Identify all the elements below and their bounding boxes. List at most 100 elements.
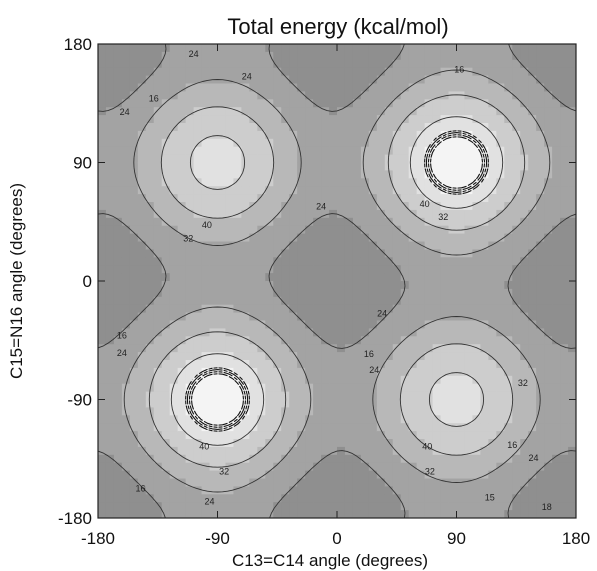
- energy-cell: [432, 375, 442, 385]
- energy-cell: [337, 233, 346, 243]
- energy-cell: [528, 328, 537, 337]
- energy-cell: [392, 225, 402, 235]
- energy-cell: [217, 107, 227, 116]
- energy-cell: [161, 375, 171, 385]
- energy-cell: [488, 328, 497, 337]
- energy-cell: [201, 44, 211, 53]
- energy-cell: [337, 281, 346, 290]
- energy-cell: [121, 257, 131, 266]
- energy-cell: [480, 344, 489, 353]
- energy-cell: [512, 123, 521, 132]
- energy-cell: [249, 138, 258, 148]
- energy-cell: [217, 146, 227, 156]
- energy-cell: [281, 415, 290, 424]
- energy-cell: [544, 288, 553, 298]
- energy-cell: [185, 344, 195, 353]
- energy-cell: [217, 494, 227, 503]
- energy-cell: [257, 186, 266, 195]
- energy-cell: [456, 281, 466, 290]
- energy-cell: [424, 233, 434, 243]
- energy-cell: [185, 296, 195, 306]
- energy-cell: [464, 510, 474, 518]
- energy-cell: [464, 478, 474, 487]
- energy-cell: [153, 281, 163, 290]
- energy-cell: [440, 186, 450, 195]
- energy-cell: [225, 154, 235, 164]
- energy-cell: [169, 123, 179, 132]
- energy-cell: [105, 217, 115, 227]
- energy-cell: [225, 320, 235, 329]
- energy-cell: [408, 123, 418, 132]
- energy-cell: [512, 146, 521, 156]
- energy-cell: [177, 454, 187, 464]
- energy-cell: [400, 431, 410, 440]
- energy-cell: [153, 367, 163, 377]
- energy-cell: [392, 194, 402, 203]
- energy-cell: [129, 502, 139, 511]
- energy-cell: [177, 59, 187, 69]
- energy-cell: [456, 399, 466, 408]
- energy-cell: [145, 44, 155, 53]
- energy-cell: [416, 470, 426, 480]
- energy-cell: [313, 67, 322, 77]
- energy-cell: [472, 320, 481, 329]
- energy-cell: [496, 51, 505, 61]
- energy-cell: [321, 99, 330, 108]
- energy-cell: [233, 383, 242, 393]
- energy-cell: [193, 162, 203, 171]
- energy-cell: [480, 312, 489, 322]
- energy-cell: [305, 217, 314, 227]
- energy-cell: [241, 502, 250, 511]
- energy-cell: [352, 194, 362, 203]
- energy-cell: [337, 75, 346, 85]
- energy-cell: [448, 162, 458, 171]
- energy-cell: [528, 178, 537, 187]
- energy-cell: [368, 154, 378, 164]
- energy-cell: [249, 446, 258, 456]
- energy-cell: [281, 375, 290, 385]
- energy-cell: [408, 352, 418, 361]
- energy-cell: [456, 502, 466, 511]
- energy-cell: [209, 494, 219, 503]
- energy-cell: [217, 399, 227, 408]
- energy-cell: [217, 59, 227, 69]
- energy-cell: [105, 67, 115, 77]
- energy-cell: [281, 273, 290, 282]
- energy-cell: [376, 336, 386, 345]
- energy-cell: [249, 59, 258, 69]
- energy-cell: [432, 367, 442, 377]
- energy-cell: [313, 209, 322, 219]
- energy-cell: [241, 328, 250, 337]
- energy-cell: [249, 304, 258, 314]
- energy-cell: [297, 249, 306, 258]
- energy-cell: [352, 146, 362, 156]
- energy-cell: [153, 257, 163, 266]
- energy-cell: [416, 115, 426, 124]
- energy-cell: [568, 91, 576, 100]
- energy-cell: [472, 423, 481, 432]
- energy-cell: [209, 281, 219, 290]
- energy-cell: [456, 44, 466, 53]
- energy-cell: [337, 59, 346, 69]
- energy-cell: [520, 423, 529, 432]
- energy-cell: [225, 178, 235, 187]
- energy-cell: [392, 99, 402, 108]
- energy-cell: [233, 130, 242, 140]
- energy-cell: [145, 399, 155, 408]
- energy-cell: [560, 367, 569, 377]
- energy-cell: [329, 130, 338, 140]
- energy-cell: [321, 265, 330, 274]
- energy-cell: [552, 407, 561, 416]
- energy-cell: [153, 107, 163, 116]
- energy-cell: [185, 217, 195, 227]
- energy-cell: [233, 241, 242, 250]
- energy-cell: [105, 91, 115, 100]
- energy-cell: [448, 91, 458, 100]
- energy-cell: [329, 273, 338, 282]
- energy-cell: [376, 178, 386, 187]
- energy-cell: [488, 375, 497, 385]
- energy-cell: [440, 383, 450, 393]
- energy-cell: [376, 320, 386, 329]
- energy-cell: [153, 462, 163, 472]
- energy-cell: [265, 83, 274, 92]
